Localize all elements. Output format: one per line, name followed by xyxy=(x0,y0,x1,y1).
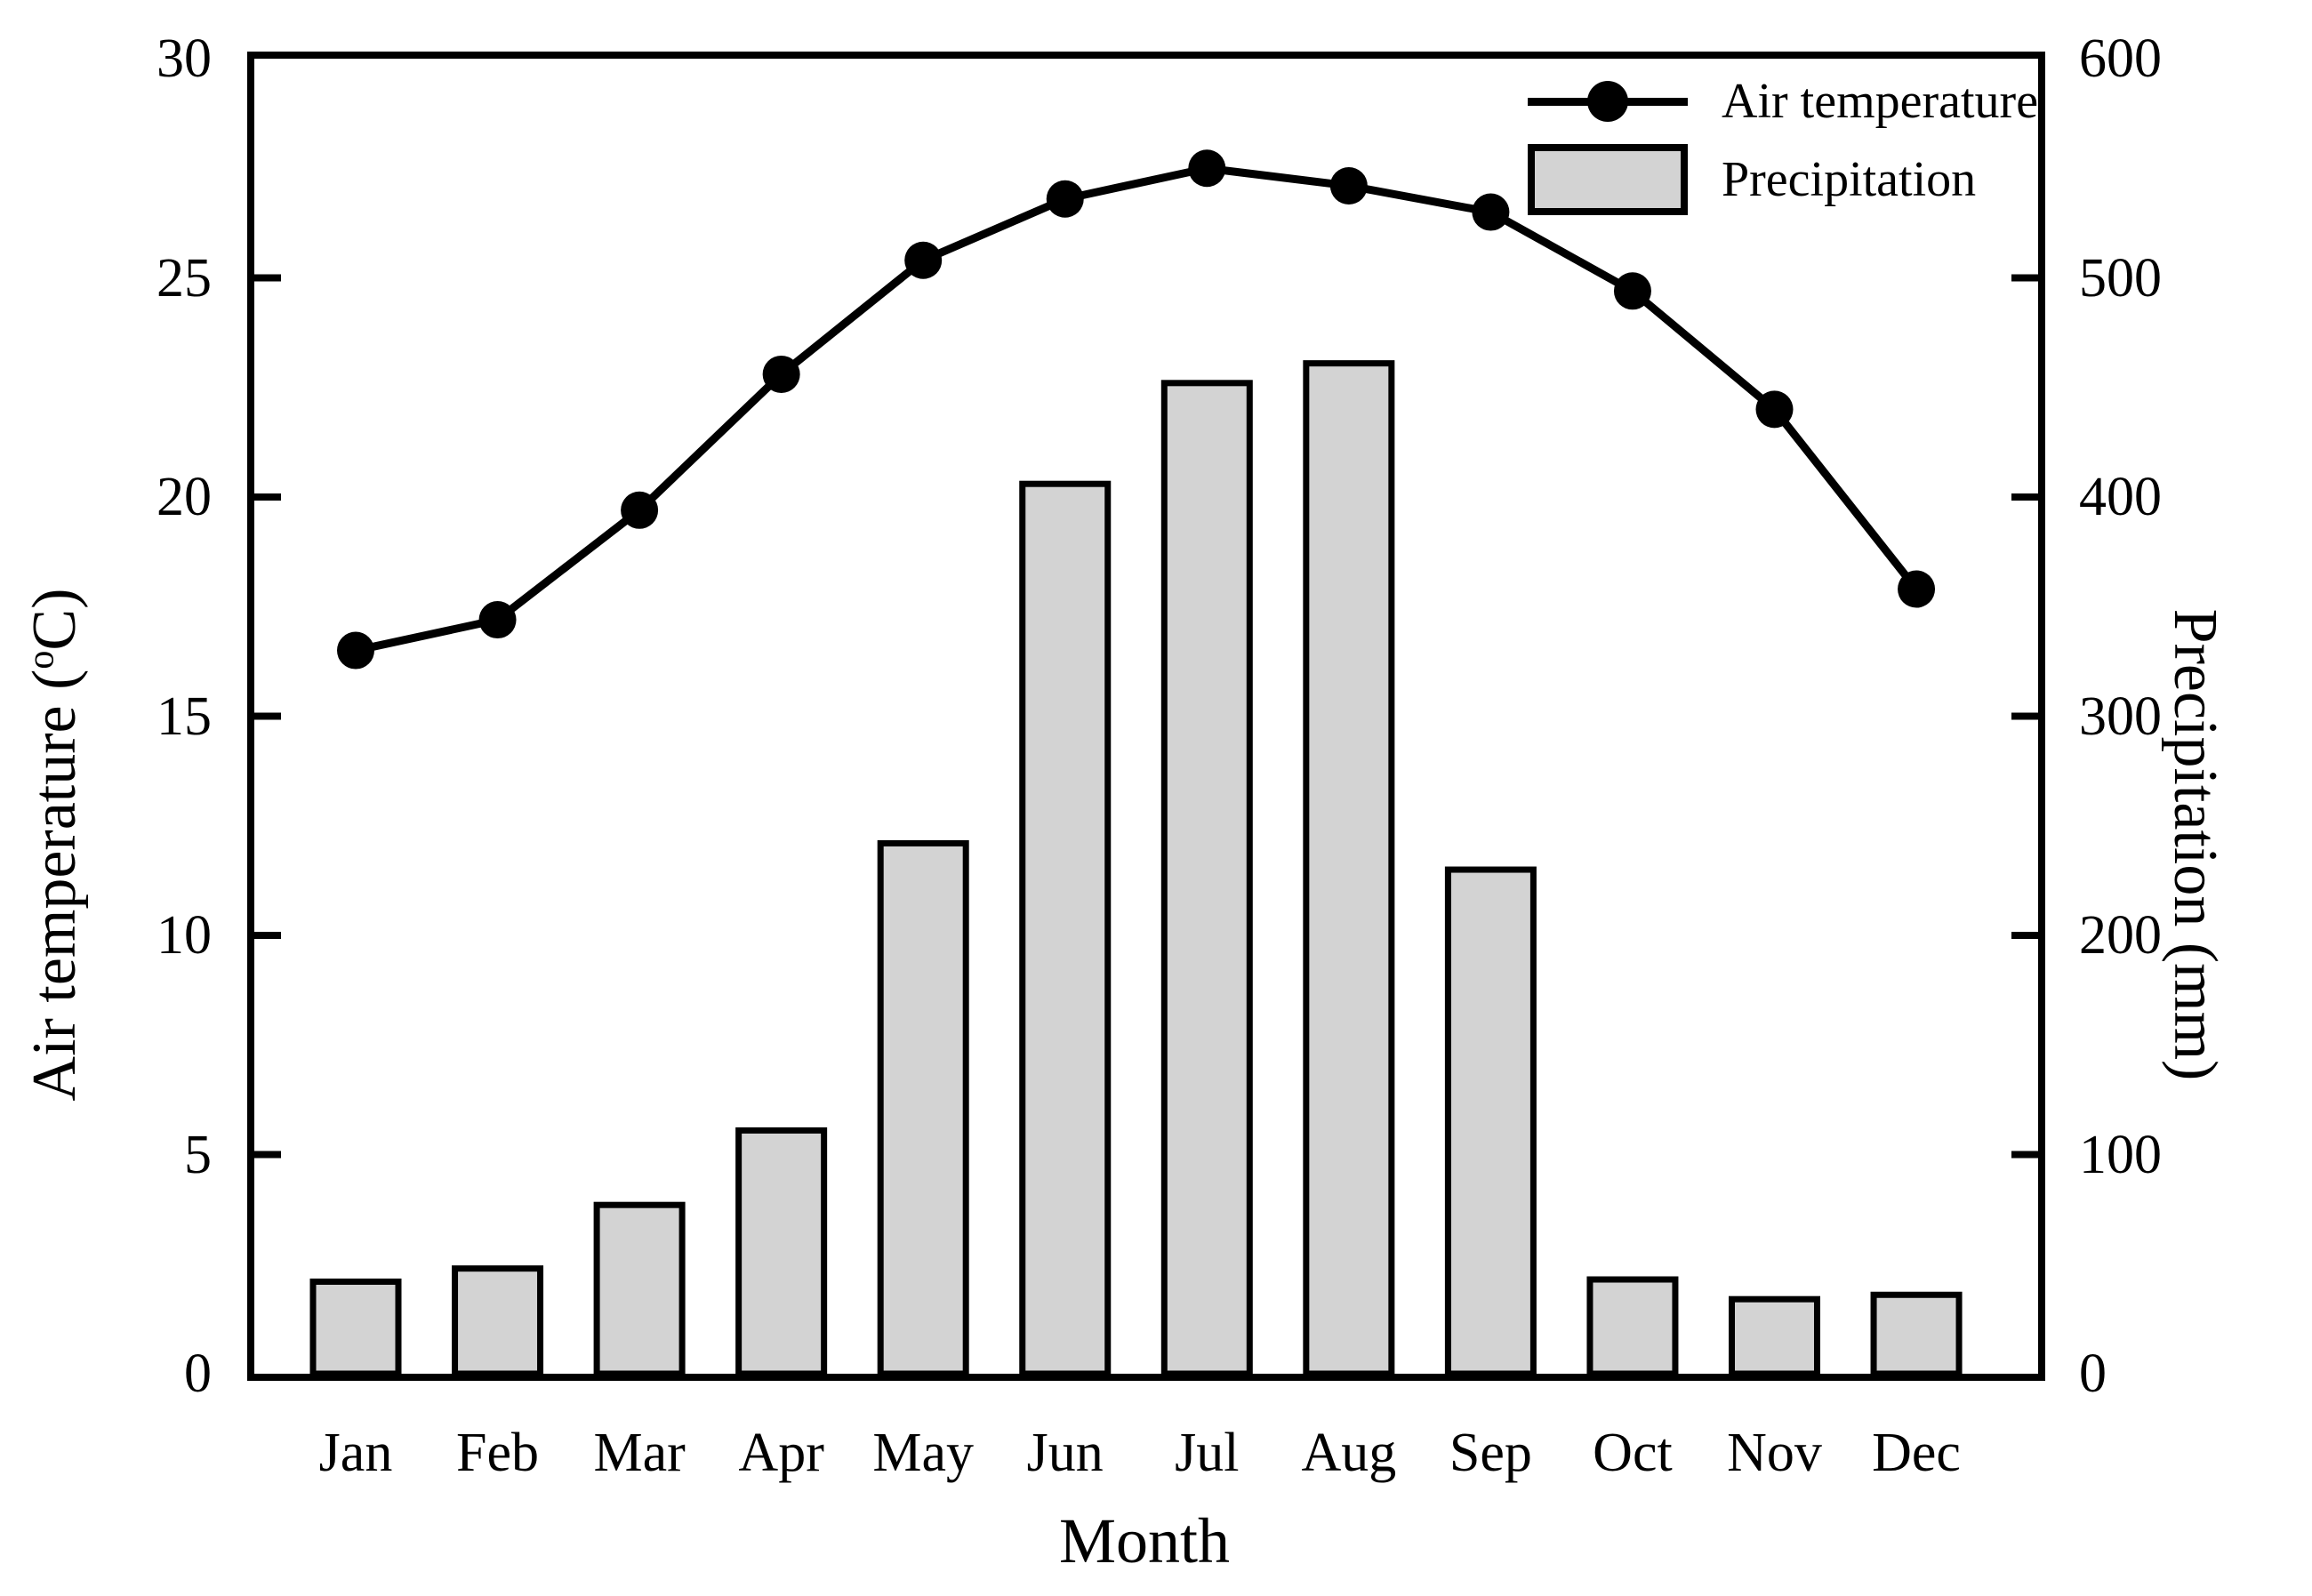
precipitation-bar-nov xyxy=(1729,1295,1820,1377)
temperature-point-mar xyxy=(621,491,659,529)
x-tick-label-dec: Dec xyxy=(1872,1423,1961,1483)
chart-canvas xyxy=(247,52,2045,1381)
y-right-tick-label-200: 200 xyxy=(2079,905,2162,966)
precipitation-bar-mar xyxy=(593,1201,686,1377)
temperature-point-dec xyxy=(1898,570,1936,608)
y-left-tick-label-20: 20 xyxy=(157,467,212,527)
temperature-point-apr xyxy=(762,355,800,393)
legend: Air temperature Precipitation xyxy=(1528,62,2038,219)
precipitation-bar-jul xyxy=(1160,380,1253,1377)
plot-area: Air temperature Precipitation xyxy=(247,52,2045,1381)
temperature-point-jun xyxy=(1046,180,1084,218)
precipitation-bar-jan xyxy=(309,1278,402,1377)
x-tick-label-feb: Feb xyxy=(456,1423,540,1483)
precipitation-bar-apr xyxy=(735,1127,828,1377)
legend-label-air-temperature: Air temperature xyxy=(1722,74,2039,129)
x-tick-label-nov: Nov xyxy=(1727,1423,1822,1483)
temperature-point-aug xyxy=(1329,166,1368,205)
y-left-tick-label-30: 30 xyxy=(157,28,212,89)
x-tick-label-apr: Apr xyxy=(738,1423,824,1483)
y-axis-right-tick-labels: 0 100 200 300 400 500 600 xyxy=(2079,0,2312,1596)
precipitation-bar-oct xyxy=(1586,1276,1679,1377)
temperature-point-nov xyxy=(1755,390,1794,429)
temperature-point-sep xyxy=(1472,193,1510,231)
line-marker-swatch-icon xyxy=(1528,79,1688,124)
temperature-point-jan xyxy=(337,631,374,670)
x-axis-title: Month xyxy=(1058,1505,1231,1576)
y-left-tick-label-15: 15 xyxy=(157,686,212,747)
x-tick-label-sep: Sep xyxy=(1449,1423,1532,1483)
x-tick-label-may: May xyxy=(872,1423,975,1483)
legend-item-air-temperature: Air temperature xyxy=(1528,62,2038,140)
y-left-tick-label-10: 10 xyxy=(157,905,212,966)
legend-label-precipitation: Precipitation xyxy=(1722,152,1977,207)
y-right-tick-label-300: 300 xyxy=(2079,686,2162,747)
precipitation-bar-sep xyxy=(1444,866,1537,1377)
y-right-tick-label-100: 100 xyxy=(2079,1124,2162,1185)
y-right-tick-label-600: 600 xyxy=(2079,28,2162,89)
axis-frame xyxy=(247,52,2045,1381)
x-tick-label-aug: Aug xyxy=(1301,1423,1397,1483)
x-tick-label-jun: Jun xyxy=(1026,1423,1104,1483)
x-tick-label-mar: Mar xyxy=(593,1423,686,1483)
precipitation-bar-jun xyxy=(1019,480,1112,1377)
x-tick-label-jul: Jul xyxy=(1175,1423,1240,1483)
temperature-point-feb xyxy=(478,601,517,639)
y-right-tick-label-500: 500 xyxy=(2079,247,2162,309)
legend-item-precipitation: Precipitation xyxy=(1528,140,2038,219)
y-right-tick-label-0: 0 xyxy=(2079,1343,2107,1404)
y-left-tick-label-5: 5 xyxy=(184,1124,212,1185)
precipitation-bar-aug xyxy=(1303,360,1395,1377)
legend-bar-swatch-icon xyxy=(1528,144,1688,215)
precipitation-bar-dec xyxy=(1870,1291,1963,1377)
x-tick-label-jan: Jan xyxy=(318,1423,393,1483)
temperature-point-may xyxy=(904,241,943,279)
temperature-point-jul xyxy=(1188,149,1226,188)
y-right-tick-label-400: 400 xyxy=(2079,467,2162,527)
y-axis-left-tick-labels: 0 5 10 15 20 25 30 xyxy=(0,0,212,1596)
y-left-tick-label-25: 25 xyxy=(157,247,212,309)
x-tick-label-oct: Oct xyxy=(1593,1423,1673,1483)
y-left-tick-label-0: 0 xyxy=(184,1343,212,1404)
precipitation-bar-feb xyxy=(452,1265,544,1377)
precipitation-bar-may xyxy=(877,839,969,1377)
air-temperature-line xyxy=(355,164,1920,654)
temperature-point-oct xyxy=(1613,272,1651,310)
legend-circle-marker-icon xyxy=(1587,81,1628,122)
